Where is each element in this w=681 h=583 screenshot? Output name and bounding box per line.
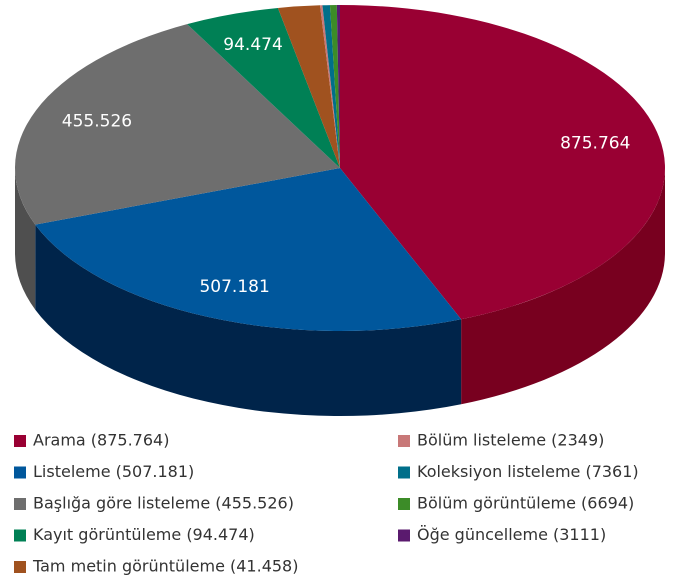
legend-label: Öğe güncelleme (3111) xyxy=(417,525,606,544)
slice-side xyxy=(461,168,665,405)
legend-label: Tam metin görüntüleme (41.458) xyxy=(32,557,298,576)
legend-label: Başlığa göre listeleme (455.526) xyxy=(33,494,294,513)
legend-label: Listeleme (507.181) xyxy=(33,462,194,481)
slice xyxy=(320,5,340,168)
slice xyxy=(187,7,340,168)
legend-label: Kayıt görüntüleme (94.474) xyxy=(33,525,255,544)
legend-swatch xyxy=(14,435,26,447)
legend-swatch xyxy=(14,529,26,542)
slice xyxy=(35,168,462,331)
legend-swatch xyxy=(398,435,410,447)
legend-label: Koleksiyon listeleme (7361) xyxy=(417,462,639,481)
data-label: 507.181 xyxy=(199,277,269,297)
slice-side xyxy=(15,168,36,310)
data-label: 875.764 xyxy=(560,133,630,153)
legend-swatch xyxy=(398,466,410,479)
legend-label: Bölüm görüntüleme (6694) xyxy=(417,494,634,513)
data-label: 94.474 xyxy=(223,35,282,55)
slice xyxy=(336,5,340,168)
slice xyxy=(329,5,340,169)
slice xyxy=(14,24,340,225)
data-label: 455.526 xyxy=(62,112,132,132)
legend-swatch xyxy=(14,561,26,573)
legend-swatch xyxy=(398,498,410,510)
legend-swatch xyxy=(398,529,410,542)
legend-swatch xyxy=(14,498,26,510)
legend-swatch xyxy=(14,466,26,479)
slice xyxy=(340,5,665,320)
slice xyxy=(322,5,340,169)
legend-label: Bölüm listeleme (2349) xyxy=(417,431,604,450)
legend-label: Arama (875.764) xyxy=(33,431,169,450)
slice-side xyxy=(35,224,462,417)
slice xyxy=(277,5,340,169)
